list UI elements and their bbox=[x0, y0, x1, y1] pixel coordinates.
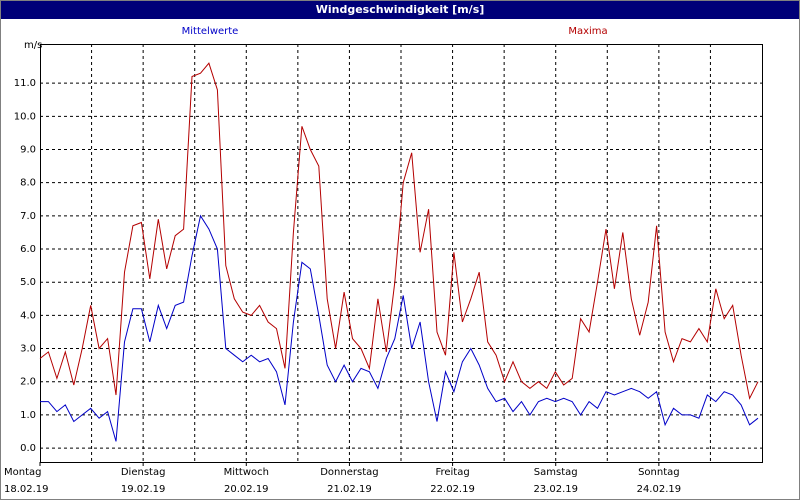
series-line bbox=[39, 62, 759, 400]
legend-label: Mittelwerte bbox=[182, 26, 239, 37]
y-tick-label: 8.0 bbox=[20, 178, 36, 189]
x-tick-date: 21.02.19 bbox=[327, 484, 372, 495]
y-tick-label: 2.0 bbox=[20, 377, 36, 388]
y-unit: m/s bbox=[24, 40, 42, 51]
x-tick-day: Donnerstag bbox=[320, 467, 378, 478]
y-tick-label: 5.0 bbox=[20, 277, 36, 288]
x-tick-day: Mittwoch bbox=[224, 467, 269, 478]
x-tick-date: 18.02.19 bbox=[4, 484, 49, 495]
chart-title: Windgeschwindigkeit [m/s] bbox=[316, 3, 485, 16]
y-tick-label: 3.0 bbox=[20, 344, 36, 355]
y-tick-label: 0.0 bbox=[20, 443, 36, 454]
y-tick-label: 9.0 bbox=[20, 144, 36, 155]
y-tick-label: 6.0 bbox=[20, 244, 36, 255]
x-tick-day: Sonntag bbox=[638, 467, 680, 478]
x-tick-date: 23.02.19 bbox=[533, 484, 578, 495]
y-tick-label: 1.0 bbox=[20, 410, 36, 421]
y-tick-label: 7.0 bbox=[20, 211, 36, 222]
x-tick-day: Dienstag bbox=[121, 467, 166, 478]
legend-label: Maxima bbox=[568, 26, 607, 37]
y-tick-label: 10.0 bbox=[14, 111, 36, 122]
x-tick-day: Samstag bbox=[534, 467, 578, 478]
x-tick-date: 20.02.19 bbox=[224, 484, 269, 495]
y-tick-label: 4.0 bbox=[20, 310, 36, 321]
x-tick-date: 19.02.19 bbox=[121, 484, 166, 495]
x-tick-date: 22.02.19 bbox=[430, 484, 475, 495]
series-line bbox=[40, 214, 759, 442]
title-bar bbox=[1, 1, 799, 19]
x-tick-date: 24.02.19 bbox=[637, 484, 682, 495]
x-tick-day: Freitag bbox=[435, 467, 469, 478]
x-tick-day: Montag bbox=[4, 467, 41, 478]
y-tick-label: 11.0 bbox=[14, 78, 36, 89]
